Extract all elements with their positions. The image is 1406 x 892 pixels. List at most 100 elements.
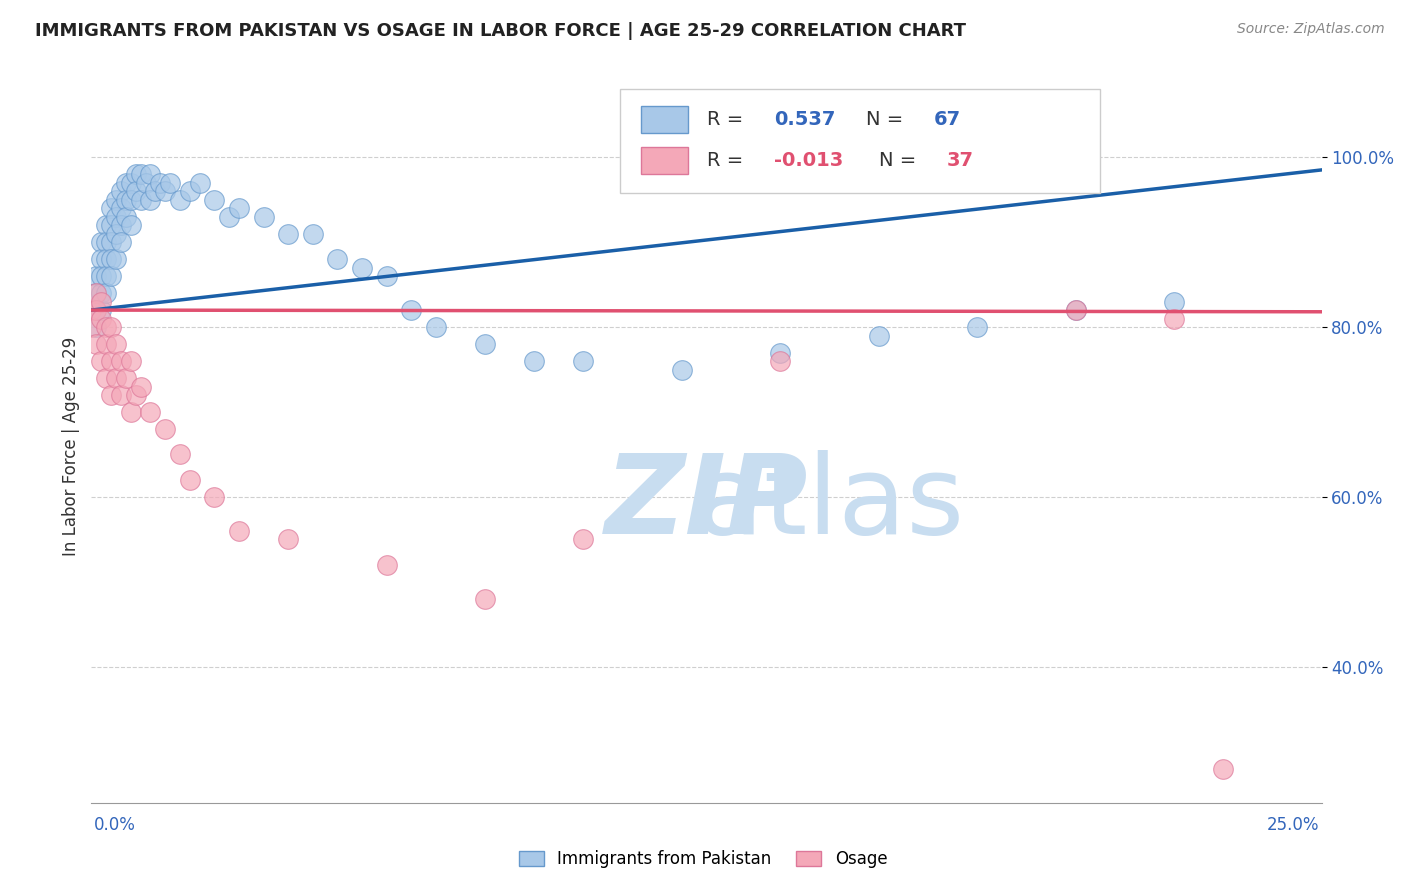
Point bbox=[100, 354, 122, 368]
Text: IMMIGRANTS FROM PAKISTAN VS OSAGE IN LABOR FORCE | AGE 25-29 CORRELATION CHART: IMMIGRANTS FROM PAKISTAN VS OSAGE IN LAB… bbox=[35, 22, 966, 40]
Point bbox=[96, 218, 117, 232]
Point bbox=[124, 388, 146, 402]
FancyBboxPatch shape bbox=[641, 106, 688, 134]
Point bbox=[120, 354, 142, 368]
Point bbox=[100, 235, 122, 249]
Point bbox=[90, 294, 112, 309]
Point bbox=[105, 193, 127, 207]
Text: R =: R = bbox=[706, 111, 749, 129]
Point bbox=[868, 328, 890, 343]
Point bbox=[188, 176, 211, 190]
Point bbox=[1163, 294, 1185, 309]
FancyBboxPatch shape bbox=[641, 147, 688, 174]
Point bbox=[86, 286, 108, 301]
Point bbox=[202, 490, 225, 504]
Point bbox=[1064, 303, 1087, 318]
Point bbox=[90, 354, 112, 368]
Point bbox=[145, 184, 166, 198]
Point bbox=[80, 320, 103, 334]
Point bbox=[769, 354, 792, 368]
Point bbox=[572, 354, 595, 368]
Point bbox=[100, 388, 122, 402]
Text: N =: N = bbox=[866, 111, 910, 129]
Text: 67: 67 bbox=[934, 111, 962, 129]
Text: 25.0%: 25.0% bbox=[1267, 816, 1319, 834]
Point bbox=[114, 176, 138, 190]
Point bbox=[114, 371, 138, 385]
Point bbox=[153, 422, 177, 436]
Point bbox=[100, 269, 122, 284]
Point bbox=[110, 201, 132, 215]
Point bbox=[124, 167, 146, 181]
Point bbox=[352, 260, 374, 275]
Point bbox=[90, 269, 112, 284]
Point bbox=[80, 303, 103, 318]
Point bbox=[139, 193, 162, 207]
Point bbox=[326, 252, 349, 266]
Point bbox=[105, 227, 127, 241]
Point bbox=[169, 448, 191, 462]
Text: atlas: atlas bbox=[449, 450, 965, 557]
Point bbox=[86, 303, 108, 318]
Point bbox=[110, 184, 132, 198]
Point bbox=[375, 558, 398, 572]
Point bbox=[124, 184, 146, 198]
Point bbox=[120, 176, 142, 190]
Point bbox=[96, 320, 117, 334]
Point bbox=[105, 252, 127, 266]
Point bbox=[139, 167, 162, 181]
Point bbox=[375, 269, 398, 284]
Point bbox=[1064, 303, 1087, 318]
Point bbox=[110, 218, 132, 232]
Point bbox=[90, 286, 112, 301]
Text: -0.013: -0.013 bbox=[775, 151, 844, 170]
Point bbox=[179, 184, 201, 198]
Point bbox=[153, 184, 177, 198]
Point bbox=[120, 405, 142, 419]
Point bbox=[218, 210, 240, 224]
Point bbox=[90, 235, 112, 249]
Point bbox=[425, 320, 447, 334]
Point bbox=[90, 303, 112, 318]
Point bbox=[86, 269, 108, 284]
Point bbox=[228, 524, 250, 538]
Point bbox=[169, 193, 191, 207]
Point bbox=[671, 362, 693, 376]
Point bbox=[139, 405, 162, 419]
Point bbox=[96, 235, 117, 249]
Legend: Immigrants from Pakistan, Osage: Immigrants from Pakistan, Osage bbox=[512, 844, 894, 875]
Text: 0.0%: 0.0% bbox=[94, 816, 136, 834]
Point bbox=[474, 337, 496, 351]
Point bbox=[129, 193, 152, 207]
Point bbox=[769, 345, 792, 359]
Point bbox=[105, 210, 127, 224]
Point bbox=[86, 337, 108, 351]
Point bbox=[135, 176, 156, 190]
Point bbox=[120, 193, 142, 207]
Point bbox=[86, 286, 108, 301]
Text: N =: N = bbox=[879, 151, 922, 170]
Point bbox=[100, 218, 122, 232]
Point bbox=[1212, 762, 1234, 776]
Point bbox=[110, 235, 132, 249]
Point bbox=[114, 210, 138, 224]
Point bbox=[228, 201, 250, 215]
Point bbox=[100, 201, 122, 215]
Point bbox=[96, 286, 117, 301]
Text: ZIP: ZIP bbox=[605, 450, 808, 557]
Point bbox=[110, 388, 132, 402]
Point bbox=[96, 252, 117, 266]
Point bbox=[399, 303, 422, 318]
Text: 37: 37 bbox=[946, 151, 973, 170]
FancyBboxPatch shape bbox=[620, 89, 1099, 193]
Point bbox=[202, 193, 225, 207]
Point bbox=[523, 354, 546, 368]
Point bbox=[120, 218, 142, 232]
Point bbox=[105, 371, 127, 385]
Point bbox=[966, 320, 988, 334]
Y-axis label: In Labor Force | Age 25-29: In Labor Force | Age 25-29 bbox=[62, 336, 80, 556]
Point bbox=[159, 176, 181, 190]
Point bbox=[301, 227, 323, 241]
Point bbox=[149, 176, 172, 190]
Point bbox=[277, 533, 299, 547]
